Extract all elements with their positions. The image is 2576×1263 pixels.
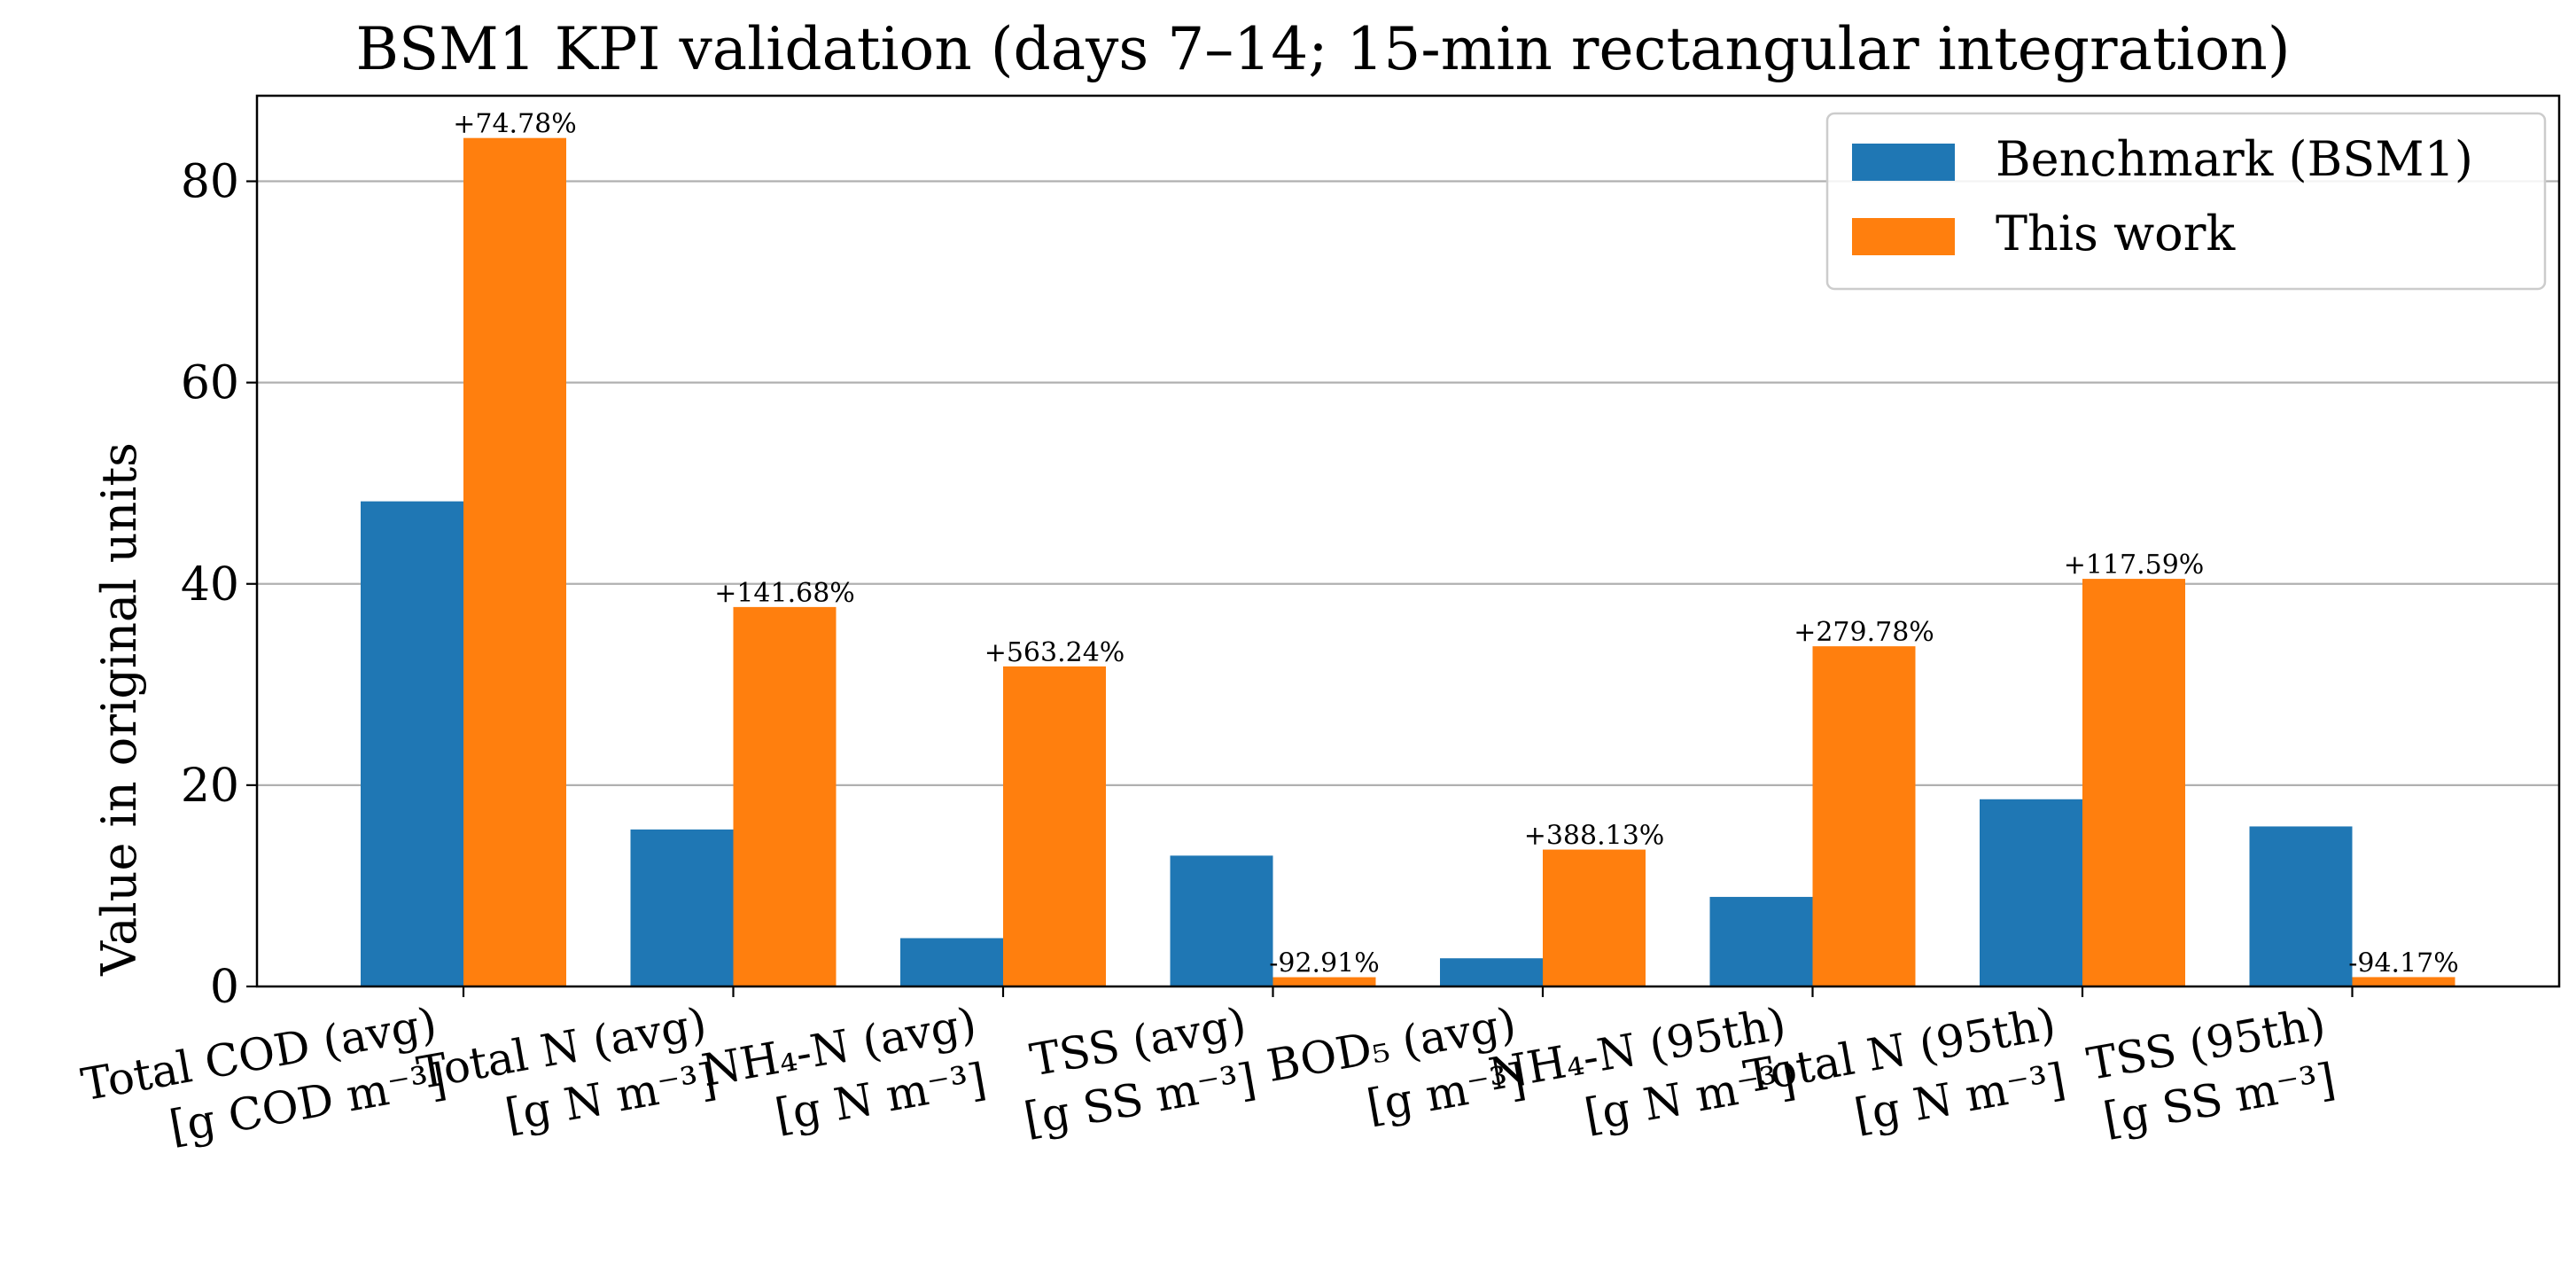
chart-title: BSM1 KPI validation (days 7–14; 15-min r…	[355, 15, 2290, 83]
bar-annotation: +563.24%	[984, 637, 1125, 668]
benchmark-bar	[1709, 896, 1813, 986]
bar-annotation: +141.68%	[714, 578, 855, 609]
benchmark-bar	[900, 938, 1003, 986]
y-tick-label: 40	[181, 558, 239, 612]
legend-swatch	[1852, 218, 1955, 255]
x-tick-label: Total N (avg)[g N m⁻³]	[413, 998, 720, 1142]
plot-frame	[255, 94, 2561, 988]
benchmark-bar	[2249, 826, 2353, 986]
bar-labels: +74.78% +141.68% +563.24% -92.91% +388.13% +2…	[453, 109, 2459, 979]
benchmark-bar	[1170, 855, 1273, 986]
this-work-bar	[1003, 666, 1106, 986]
legend-box	[1825, 112, 2547, 291]
this-work-bar	[1812, 646, 1916, 986]
benchmark-bar	[1980, 799, 2082, 986]
legend-swatch	[1852, 144, 1955, 181]
this-work-bar	[2082, 579, 2185, 986]
this-work-bar	[1272, 977, 1376, 986]
this-work-bar	[2352, 977, 2455, 986]
benchmark-bar	[1440, 958, 1543, 986]
legend: Benchmark (BSM1) This work	[1825, 112, 2547, 291]
x-tick-label: TSS (avg)[g SS m⁻³]	[1020, 998, 1259, 1145]
x-tick-label: Total N (95th)[g N m⁻³]	[1739, 998, 2069, 1142]
bar-annotation: +388.13%	[1524, 821, 1665, 852]
this-work-bar	[463, 137, 566, 986]
bar-annotation: +74.78%	[453, 109, 577, 140]
x-tick-label: TSS (95th)[g SS m⁻³]	[2083, 998, 2339, 1145]
benchmark-bar	[630, 829, 734, 986]
y-tick-label: 0	[210, 961, 239, 1014]
bars	[361, 137, 2455, 986]
bar-annotation: +117.59%	[2064, 550, 2205, 581]
benchmark-bar	[361, 501, 463, 986]
y-axis: 0 20 40 60 80	[181, 156, 257, 1014]
x-tick-label: NH₄-N (avg)[g N m⁻³]	[698, 998, 990, 1142]
x-axis: Total COD (avg)[g COD m⁻³]Total N (avg)[…	[78, 986, 2354, 1153]
this-work-bar	[733, 606, 837, 986]
legend-label: Benchmark (BSM1)	[1996, 131, 2473, 187]
y-tick-label: 80	[181, 156, 239, 209]
y-tick-label: 20	[181, 760, 239, 813]
y-tick-label: 60	[181, 357, 239, 410]
this-work-bar	[1543, 849, 1646, 986]
bar-annotation: -94.17%	[2348, 947, 2459, 978]
bar-annotation: +279.78%	[1794, 617, 1934, 648]
bar-annotation: -92.91%	[1269, 948, 1380, 979]
y-axis-label: Value in original units	[91, 442, 147, 977]
x-tick-label: Total COD (avg)[g COD m⁻³]	[78, 998, 451, 1153]
legend-label: This work	[1996, 206, 2236, 261]
